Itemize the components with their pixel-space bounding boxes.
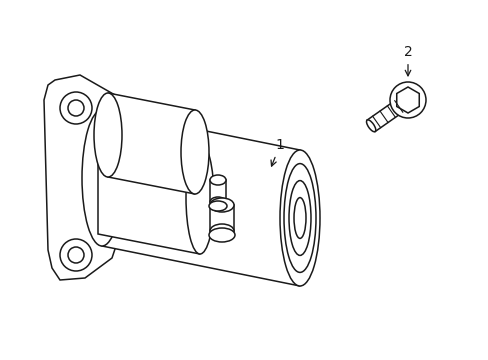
Polygon shape	[209, 205, 234, 231]
Circle shape	[60, 239, 92, 271]
Circle shape	[60, 92, 92, 124]
Polygon shape	[209, 180, 225, 202]
Ellipse shape	[209, 224, 234, 238]
Text: 1: 1	[270, 138, 284, 166]
Ellipse shape	[208, 228, 235, 242]
Polygon shape	[98, 122, 200, 254]
Polygon shape	[44, 75, 120, 280]
Ellipse shape	[84, 122, 112, 234]
Polygon shape	[108, 93, 195, 194]
Polygon shape	[366, 94, 411, 131]
Polygon shape	[102, 110, 299, 286]
Text: 2: 2	[403, 45, 411, 76]
Polygon shape	[396, 87, 418, 113]
Ellipse shape	[288, 181, 310, 255]
Circle shape	[68, 100, 84, 116]
Ellipse shape	[185, 142, 214, 254]
Ellipse shape	[209, 198, 234, 212]
Ellipse shape	[94, 93, 122, 177]
Ellipse shape	[209, 197, 225, 207]
Ellipse shape	[366, 120, 375, 132]
Ellipse shape	[284, 163, 315, 273]
Circle shape	[389, 82, 425, 118]
Ellipse shape	[181, 110, 208, 194]
Ellipse shape	[208, 201, 226, 211]
Ellipse shape	[293, 198, 305, 238]
Ellipse shape	[82, 110, 122, 246]
Ellipse shape	[209, 175, 225, 185]
Ellipse shape	[280, 150, 319, 286]
Circle shape	[68, 247, 84, 263]
